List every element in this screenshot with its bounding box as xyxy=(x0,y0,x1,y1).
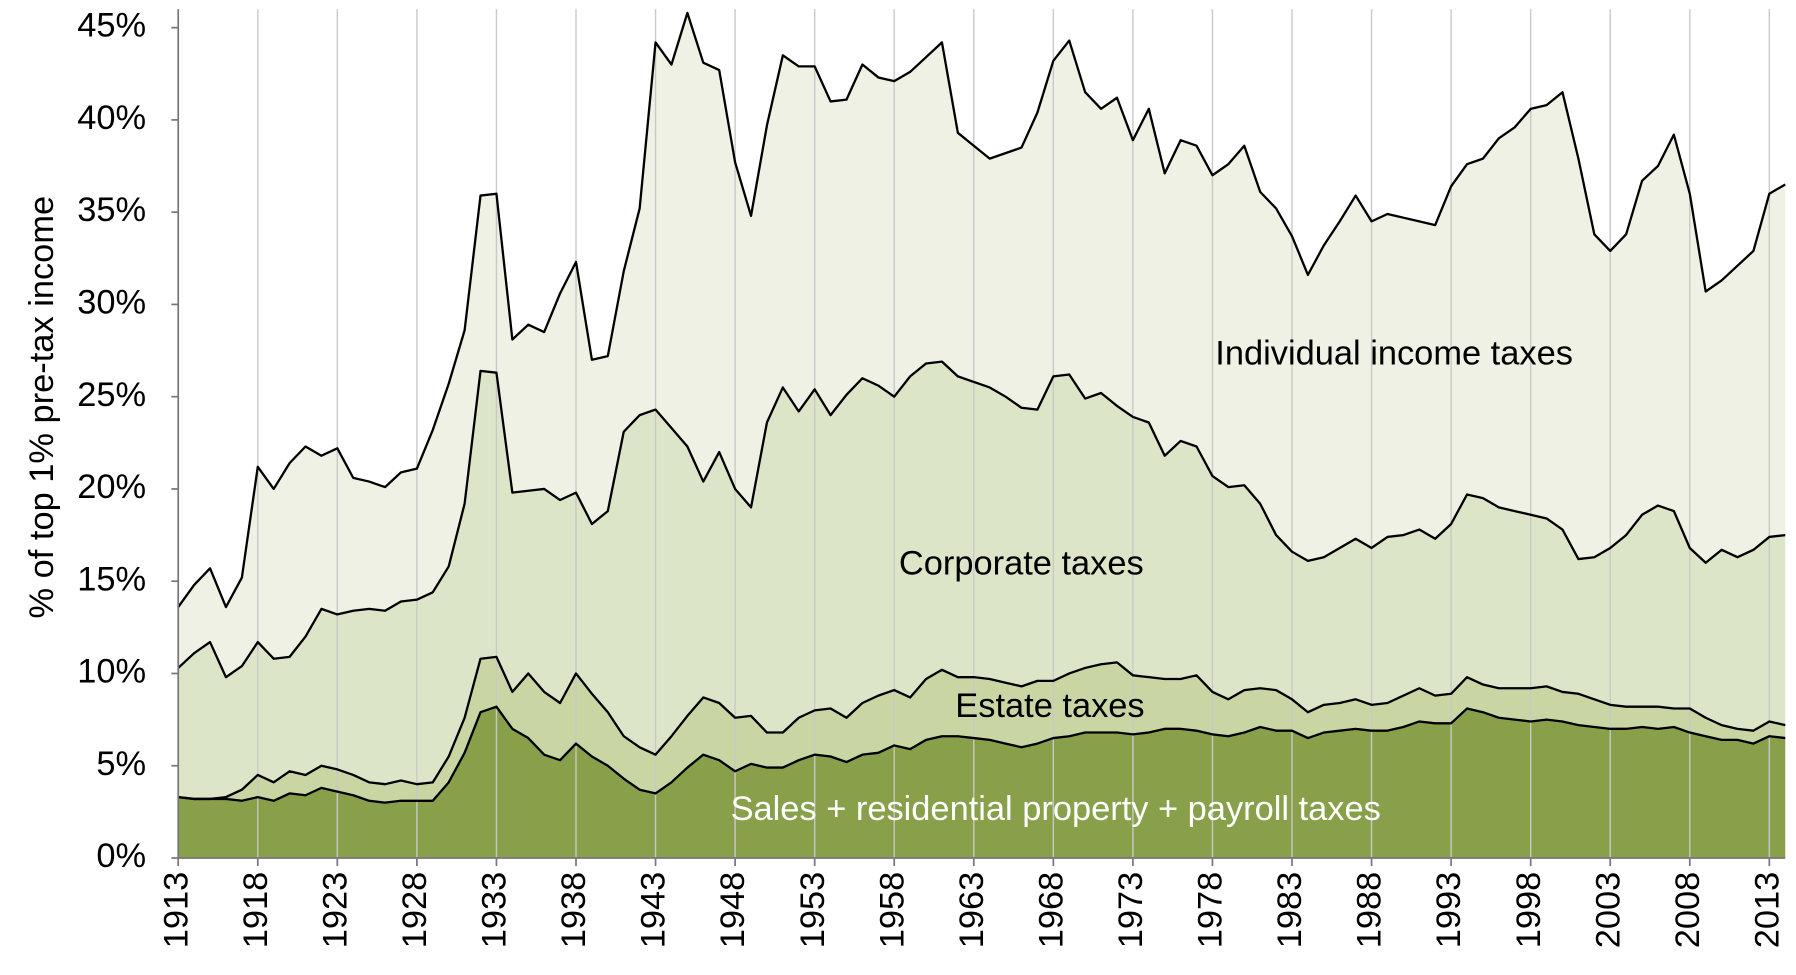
x-tick-label: 1978 xyxy=(1192,872,1230,949)
x-tick-label: 1928 xyxy=(396,872,434,949)
y-tick-label: 10% xyxy=(77,653,146,691)
x-tick-label: 1963 xyxy=(953,872,991,949)
y-tick-label: 40% xyxy=(77,99,146,137)
x-tick-label: 1913 xyxy=(157,872,195,949)
x-tick-label: 1998 xyxy=(1510,872,1548,949)
x-tick-label: 1948 xyxy=(714,872,752,949)
x-tick-label: 1958 xyxy=(873,872,911,949)
series-label: Estate taxes xyxy=(955,687,1144,725)
area-line xyxy=(178,655,1786,801)
area-line xyxy=(178,705,1786,804)
y-tick-label: 35% xyxy=(77,191,146,229)
area xyxy=(178,656,1786,803)
area-line xyxy=(177,360,1786,679)
x-tick-label: 1923 xyxy=(316,872,354,949)
y-tick-label: 15% xyxy=(77,560,146,598)
x-tick-label: 1983 xyxy=(1271,872,1309,949)
area xyxy=(178,12,1786,678)
x-tick-label: 1933 xyxy=(476,872,514,949)
x-tick-label: 1993 xyxy=(1430,872,1468,949)
y-tick-label: 30% xyxy=(77,284,146,322)
y-tick-label: 25% xyxy=(77,376,146,414)
area xyxy=(178,706,1786,858)
y-tick-label: 5% xyxy=(96,745,146,783)
x-tick-label: 1953 xyxy=(794,872,832,949)
area xyxy=(178,361,1786,799)
x-tick-label: 1943 xyxy=(635,872,673,949)
y-tick-label: 0% xyxy=(96,837,146,875)
series-label: Individual income taxes xyxy=(1215,335,1573,373)
area-line xyxy=(177,11,1786,609)
x-tick-label: 2008 xyxy=(1669,872,1707,949)
x-tick-label: 1988 xyxy=(1351,872,1389,949)
y-tick-label: 45% xyxy=(77,7,146,45)
x-tick-label: 1973 xyxy=(1112,872,1150,949)
y-axis-label: % of top 1% pre-tax income xyxy=(23,196,61,619)
series-label: Corporate taxes xyxy=(899,545,1144,583)
x-tick-label: 1918 xyxy=(237,872,275,949)
x-tick-label: 2013 xyxy=(1748,872,1786,949)
x-tick-label: 1938 xyxy=(555,872,593,949)
y-tick-label: 20% xyxy=(77,468,146,506)
x-tick-label: 2003 xyxy=(1589,872,1627,949)
x-tick-label: 1968 xyxy=(1032,872,1070,949)
series-label: Sales + residential property + payroll t… xyxy=(731,790,1381,828)
